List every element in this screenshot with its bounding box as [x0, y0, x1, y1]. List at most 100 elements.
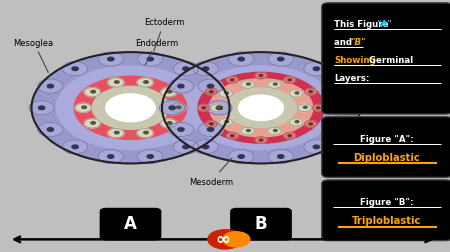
- Circle shape: [183, 68, 189, 71]
- Circle shape: [338, 85, 344, 88]
- Circle shape: [309, 123, 312, 125]
- Circle shape: [298, 105, 311, 112]
- Circle shape: [347, 107, 353, 110]
- Circle shape: [137, 129, 153, 138]
- Circle shape: [167, 91, 172, 93]
- Circle shape: [82, 107, 86, 109]
- FancyBboxPatch shape: [322, 4, 450, 115]
- Circle shape: [247, 84, 250, 86]
- Circle shape: [207, 85, 214, 88]
- Circle shape: [193, 62, 218, 77]
- Text: Endoderm: Endoderm: [135, 38, 178, 66]
- Circle shape: [202, 68, 209, 71]
- Circle shape: [313, 68, 320, 71]
- Text: Mesoglea: Mesoglea: [14, 38, 54, 73]
- Text: Ectoderm: Ectoderm: [144, 18, 184, 52]
- Circle shape: [328, 123, 354, 137]
- Circle shape: [98, 150, 123, 164]
- Circle shape: [168, 123, 194, 137]
- Circle shape: [176, 107, 181, 109]
- Circle shape: [161, 88, 177, 97]
- Circle shape: [75, 104, 91, 113]
- Text: Mesoderm: Mesoderm: [189, 158, 233, 186]
- Circle shape: [247, 130, 250, 132]
- Circle shape: [305, 89, 316, 96]
- Circle shape: [108, 155, 114, 159]
- Text: A: A: [124, 214, 137, 232]
- Circle shape: [183, 145, 189, 149]
- Circle shape: [63, 62, 88, 77]
- Text: Layers:: Layers:: [334, 74, 369, 83]
- FancyBboxPatch shape: [322, 117, 450, 178]
- Circle shape: [74, 77, 187, 140]
- Circle shape: [108, 58, 114, 61]
- Circle shape: [108, 79, 124, 88]
- Circle shape: [161, 119, 177, 129]
- Circle shape: [198, 80, 223, 94]
- Text: Germinal: Germinal: [366, 56, 414, 65]
- Circle shape: [92, 87, 169, 130]
- FancyBboxPatch shape: [100, 209, 161, 240]
- FancyBboxPatch shape: [231, 209, 291, 240]
- Circle shape: [295, 121, 299, 123]
- Circle shape: [216, 107, 222, 110]
- Circle shape: [216, 107, 220, 109]
- Text: Figure "A":: Figure "A":: [360, 134, 414, 143]
- Circle shape: [178, 85, 184, 88]
- Circle shape: [147, 155, 153, 159]
- Circle shape: [289, 119, 303, 127]
- Circle shape: [223, 232, 250, 247]
- Circle shape: [303, 107, 307, 109]
- Circle shape: [38, 80, 63, 94]
- Circle shape: [210, 91, 213, 93]
- Circle shape: [162, 53, 360, 164]
- Circle shape: [274, 130, 277, 132]
- Circle shape: [47, 85, 54, 88]
- Circle shape: [159, 101, 184, 115]
- Circle shape: [210, 123, 213, 125]
- Circle shape: [295, 92, 299, 94]
- Circle shape: [84, 119, 100, 129]
- Circle shape: [187, 67, 335, 150]
- Circle shape: [241, 128, 254, 135]
- Circle shape: [138, 53, 163, 67]
- Circle shape: [229, 150, 254, 164]
- Circle shape: [268, 128, 281, 135]
- Circle shape: [169, 107, 175, 110]
- Circle shape: [288, 80, 292, 82]
- Circle shape: [241, 81, 254, 89]
- Circle shape: [238, 58, 244, 61]
- Circle shape: [206, 121, 217, 128]
- Circle shape: [304, 62, 329, 77]
- Circle shape: [178, 128, 184, 132]
- Circle shape: [219, 90, 233, 98]
- Circle shape: [106, 94, 155, 122]
- Circle shape: [268, 53, 293, 67]
- Circle shape: [207, 101, 232, 115]
- Circle shape: [226, 89, 296, 128]
- Circle shape: [208, 230, 242, 249]
- Circle shape: [38, 107, 45, 110]
- Circle shape: [211, 105, 224, 112]
- Circle shape: [138, 150, 163, 164]
- Circle shape: [229, 53, 254, 67]
- Circle shape: [91, 91, 95, 93]
- Circle shape: [313, 145, 320, 149]
- Circle shape: [225, 121, 229, 123]
- Circle shape: [284, 133, 296, 139]
- Text: This Figure: This Figure: [334, 19, 392, 28]
- Circle shape: [91, 122, 95, 125]
- Circle shape: [259, 75, 263, 77]
- Circle shape: [225, 92, 229, 94]
- Circle shape: [289, 90, 303, 98]
- Circle shape: [72, 68, 78, 71]
- Circle shape: [147, 58, 153, 61]
- Circle shape: [115, 132, 119, 134]
- Circle shape: [268, 81, 281, 89]
- Circle shape: [144, 81, 148, 84]
- Circle shape: [259, 140, 263, 142]
- Circle shape: [230, 135, 234, 137]
- Circle shape: [108, 129, 124, 138]
- Circle shape: [72, 145, 78, 149]
- Circle shape: [207, 128, 214, 132]
